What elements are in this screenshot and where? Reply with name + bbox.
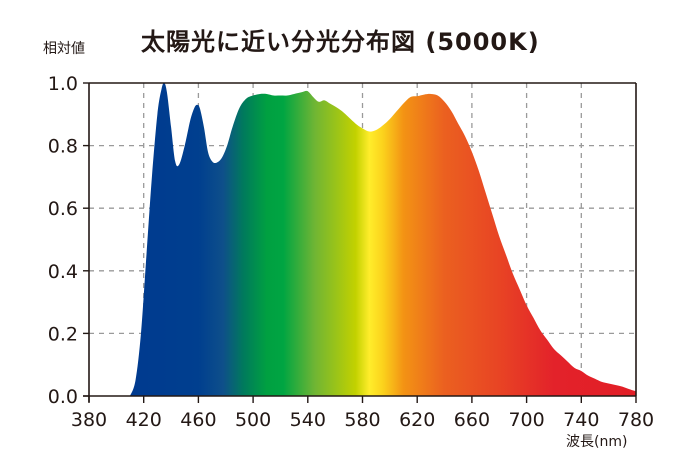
y-tick-label: 0.0 xyxy=(48,386,78,408)
y-tick-labels: 0.0 0.2 0.4 0.6 0.8 1.0 xyxy=(48,73,89,408)
x-tick-label: 500 xyxy=(235,409,271,431)
x-tick-labels: 380 420 460 500 540 580 620 660 700 740 780 xyxy=(71,396,654,431)
y-tick-label: 1.0 xyxy=(48,73,78,95)
x-tick-label: 540 xyxy=(290,409,326,431)
x-tick-label: 700 xyxy=(508,409,544,431)
x-tick-label: 660 xyxy=(454,409,490,431)
y-axis-label: 相対値 xyxy=(43,41,85,57)
x-tick-label: 740 xyxy=(563,409,599,431)
y-tick-label: 0.4 xyxy=(48,261,78,283)
spectrum-area xyxy=(130,82,636,397)
x-tick-label: 380 xyxy=(71,409,107,431)
y-tick-label: 0.8 xyxy=(48,136,78,158)
axes xyxy=(83,82,637,402)
x-tick-label: 420 xyxy=(126,409,162,431)
y-tick-label: 0.6 xyxy=(48,198,78,220)
x-tick-label: 580 xyxy=(344,409,380,431)
x-tick-label: 620 xyxy=(399,409,435,431)
x-tick-label: 780 xyxy=(618,409,654,431)
x-axis-label: 波長(nm) xyxy=(566,434,628,450)
x-tick-label: 460 xyxy=(180,409,216,431)
chart-title: 太陽光に近い分光分布図 (5000K) xyxy=(141,28,540,56)
y-tick-label: 0.2 xyxy=(48,323,78,345)
